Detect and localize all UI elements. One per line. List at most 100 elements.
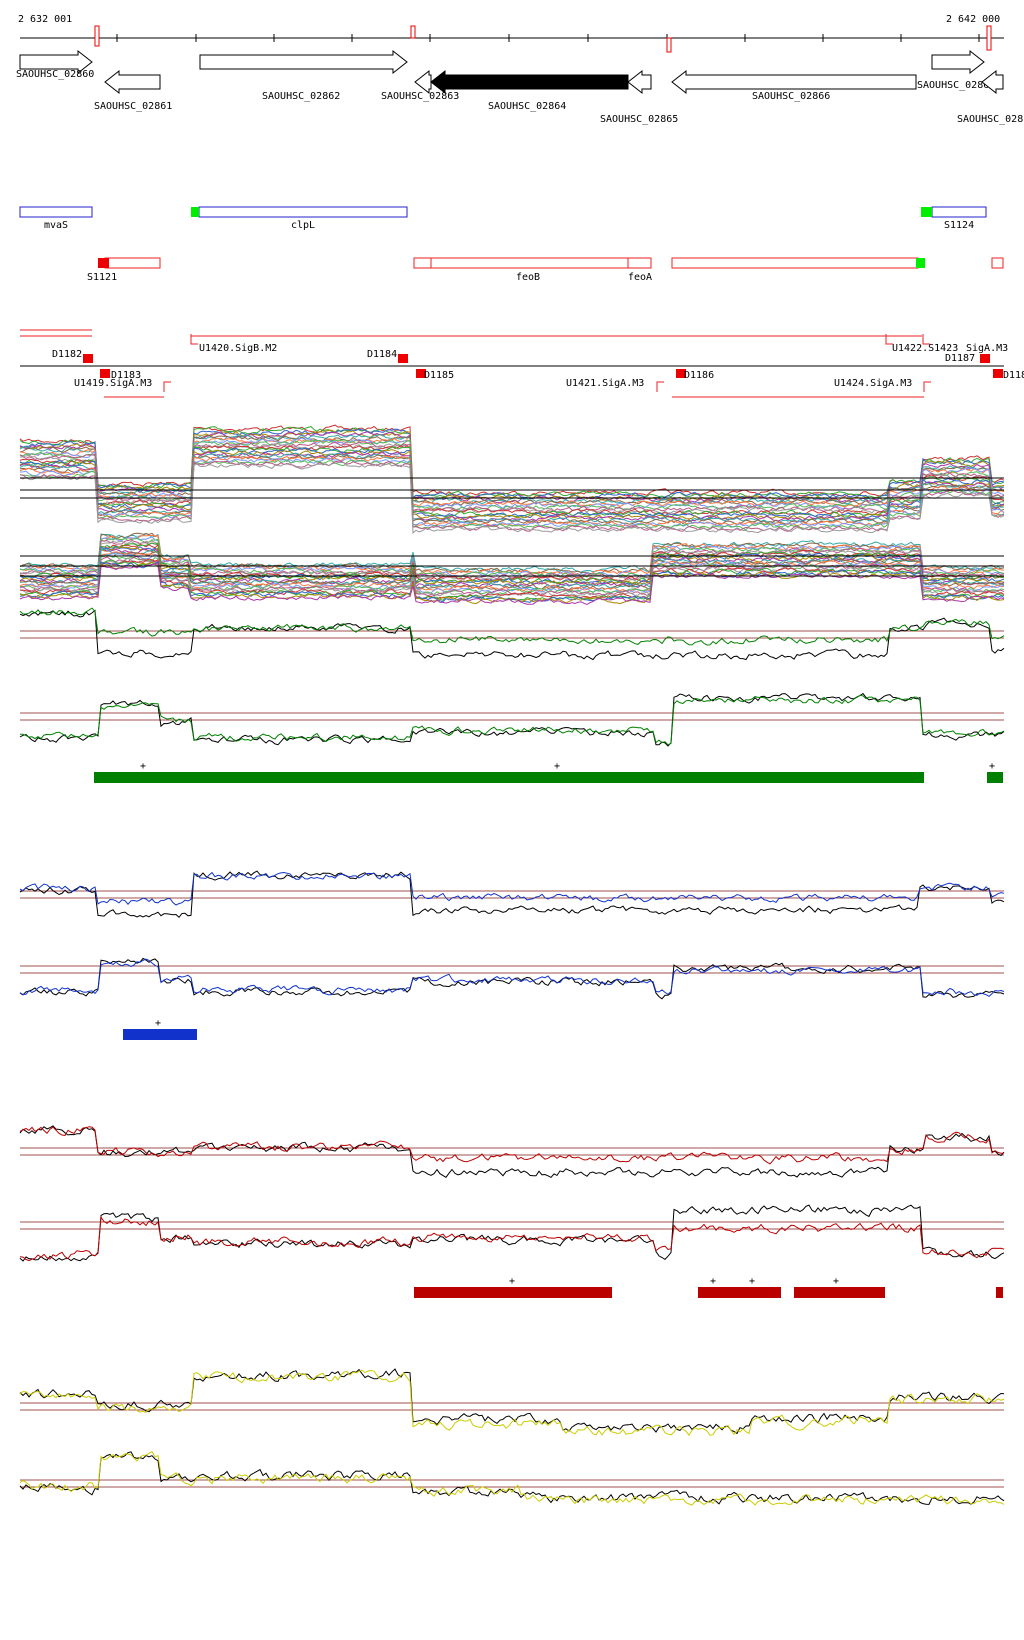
trace-series: [19, 1215, 1005, 1262]
gene-label: SAOUHSC_02861: [94, 101, 172, 112]
coordinate-ruler: 2 632 001 2 642 000: [18, 14, 1004, 53]
tss-flag: [656, 381, 664, 392]
trace-series: [19, 1369, 1005, 1437]
multi-trace: [19, 459, 1005, 531]
significance-bar-red: [414, 1287, 612, 1298]
gene-arrow: [931, 49, 985, 75]
tss-label: D1182: [52, 349, 82, 360]
tss-label: U1419.SigA.M3: [74, 378, 152, 389]
annotation-box-red: [671, 257, 919, 269]
trace-reference: [19, 692, 1005, 747]
gene-label: SAOUHSC_02866: [752, 91, 830, 102]
annotation-label: S1121: [87, 272, 117, 283]
tss-marker: [83, 354, 93, 363]
tss-marker: [676, 369, 686, 378]
trace-series: [19, 958, 1005, 998]
gene-label: SAOUHSC_02860: [16, 69, 94, 80]
multi-trace: [19, 563, 1005, 606]
gene-arrow: [104, 69, 161, 95]
annotation-label: S1124: [944, 220, 974, 231]
significance-plus: +: [509, 1276, 515, 1287]
multi-trace: [19, 561, 1005, 603]
gene-label: SAOUHSC_02863: [381, 91, 459, 102]
significance-bar-red: [698, 1287, 781, 1298]
significance-plus: +: [155, 1018, 161, 1029]
tss-label: U1420.SigB.M2: [199, 343, 277, 354]
ruler-marker: [94, 25, 100, 47]
multi-trace: [19, 434, 1005, 507]
trace-reference: [19, 1204, 1005, 1262]
multi-trace: [19, 439, 1005, 511]
annotation-label: mvaS: [44, 220, 68, 231]
tss-flag: [163, 381, 171, 392]
trace-reference: [19, 870, 1005, 919]
annotation-box-red: [991, 257, 1004, 269]
annotation-label: feoB: [516, 272, 540, 283]
trace-series: [19, 1126, 1005, 1165]
tss-marker: [416, 369, 426, 378]
annotation-box-blue: [931, 206, 987, 218]
multi-trace: [19, 444, 1005, 516]
multi-trace: [19, 437, 1005, 508]
annotation-box-red: [413, 257, 629, 269]
annotation-track: mvaS clpL S1124 S1121 feoB feoA: [19, 206, 1004, 283]
multi-trace: [19, 449, 1005, 521]
multi-trace: [19, 455, 1005, 527]
tss-label: U1422.S1423: [892, 343, 958, 354]
trace-reference: [19, 609, 1005, 661]
ruler-marker: [666, 37, 672, 53]
significance-bar-red: [996, 1287, 1003, 1298]
tss-label: D1184: [367, 349, 397, 360]
annotation-label: clpL: [291, 220, 315, 231]
multi-trace: [19, 454, 1005, 525]
annotation-green-marker: [191, 207, 199, 217]
annotation-green-marker: [916, 258, 925, 268]
significance-plus: +: [833, 1276, 839, 1287]
gene-label: SAOUHSC_02862: [262, 91, 340, 102]
multi-trace: [19, 424, 1005, 498]
gene-arrow: [19, 49, 93, 75]
annotation-label: feoA: [628, 272, 652, 283]
significance-plus: +: [710, 1276, 716, 1287]
tss-label: D118: [1003, 370, 1024, 381]
annotation-box-red: [627, 257, 652, 269]
gene-label: SAOUHSC_02867: [917, 80, 995, 91]
ruler-marker: [986, 25, 992, 51]
gene-label: SAOUHSC_02864: [488, 101, 566, 112]
tss-label: D1183: [111, 370, 141, 381]
gene-arrow: [199, 49, 408, 75]
tss-label: D1186: [684, 370, 714, 381]
trace-series: [20, 694, 1005, 746]
annotation-box-blue: [19, 206, 93, 218]
gene-arrow: [671, 69, 917, 95]
significance-bars: + + + + + + + +: [94, 761, 1003, 1298]
ruler-start-label: 2 632 001: [18, 14, 72, 25]
trace-reference: [19, 1451, 1005, 1505]
significance-bar-blue: [123, 1029, 197, 1040]
gene-label: SAOUHSC_02865: [600, 114, 678, 125]
multi-trace: [19, 561, 1005, 605]
trace-series: [19, 1451, 1005, 1506]
gene-track: SAOUHSC_02860 SAOUHSC_02861 SAOUHSC_02862 S…: [16, 49, 1023, 125]
tss-marker: [993, 369, 1003, 378]
multi-trace: [19, 542, 1005, 585]
trace-series: [19, 871, 1005, 906]
significance-bar-green: [987, 772, 1003, 783]
significance-bar-red: [794, 1287, 885, 1298]
tss-label: SigA.M3: [966, 343, 1008, 354]
tss-label: D1185: [424, 370, 454, 381]
multi-trace: [19, 461, 1005, 534]
annotation-green-marker: [921, 207, 932, 217]
tss-label: U1421.SigA.M3: [566, 378, 644, 389]
tss-flag: [923, 381, 931, 392]
tss-label: D1187: [945, 353, 975, 364]
trace-reference: [19, 1368, 1005, 1435]
gene-arrow: [981, 69, 1004, 95]
tss-marker: [980, 354, 990, 363]
tss-track: D1182 U1420.SigB.M2 D1184 U1422.S1423 SigA.M…: [20, 329, 1024, 398]
gene-label: SAOUHSC_028: [957, 114, 1023, 125]
tss-marker: [100, 369, 110, 378]
tss-marker: [398, 354, 408, 363]
